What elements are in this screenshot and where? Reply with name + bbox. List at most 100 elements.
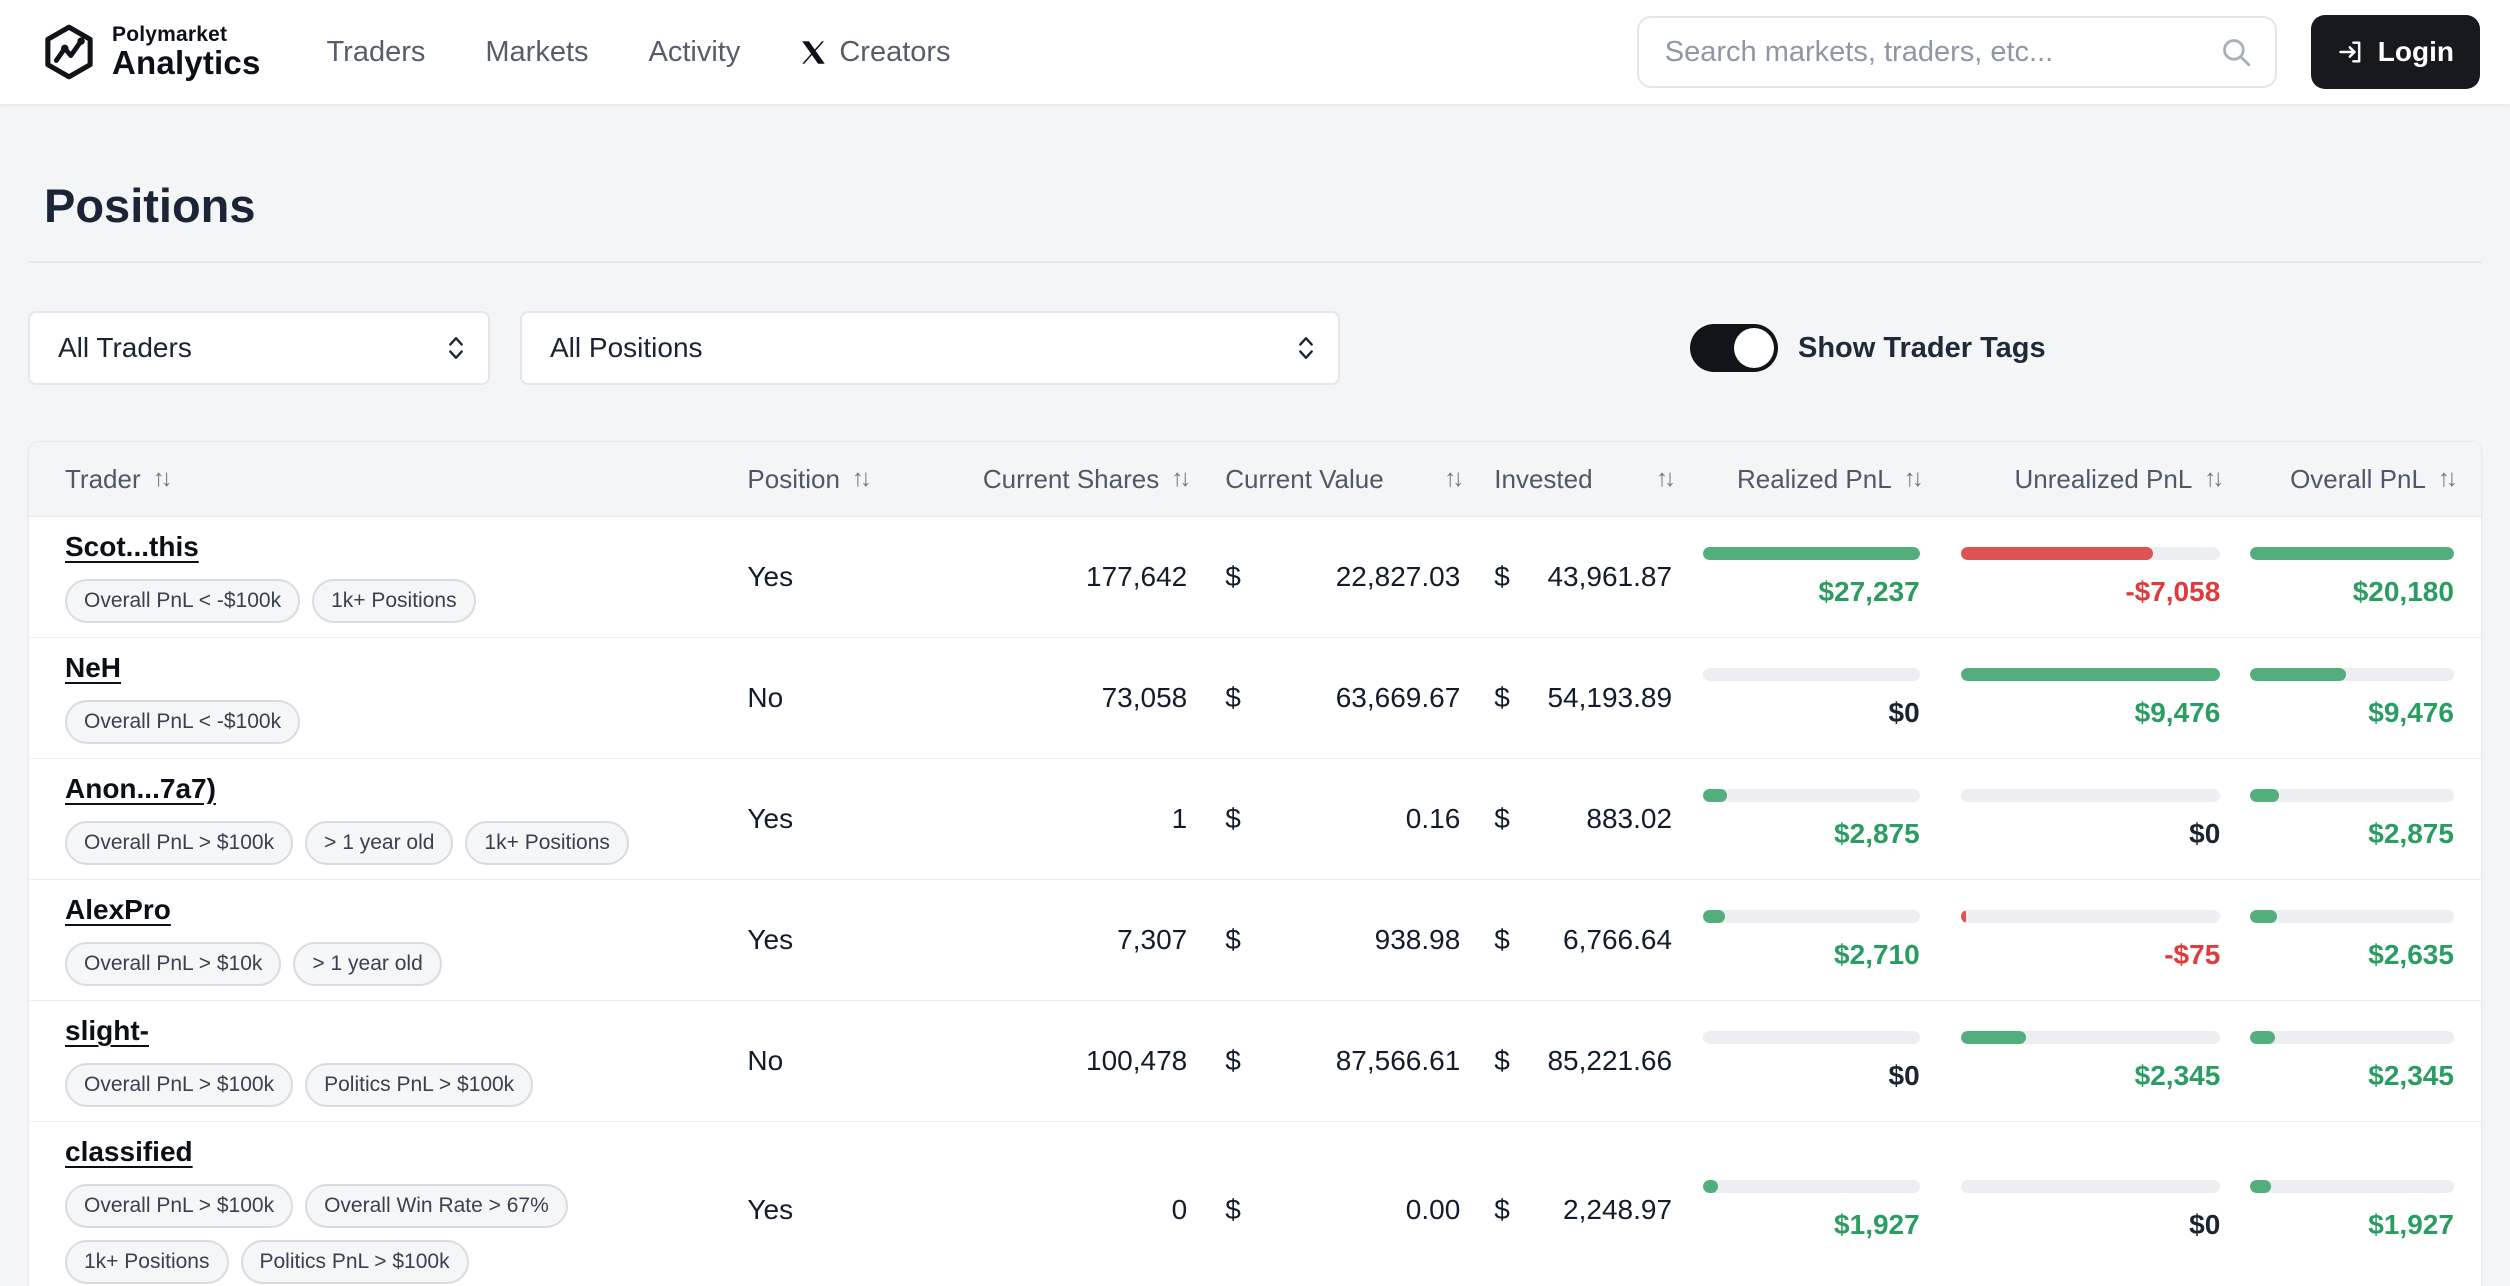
position-cell: No	[747, 682, 784, 713]
brand-text: Polymarket Analytics	[112, 22, 261, 81]
invested-cell: $6,766.64	[1494, 924, 1673, 955]
unrealized-pnl-cell: $0	[1932, 1179, 2234, 1241]
realized-pnl-bar	[1703, 1179, 1920, 1193]
overall-pnl-bar	[2250, 1179, 2454, 1193]
traders-filter-value: All Traders	[58, 332, 192, 363]
trader-tags: Overall PnL < -$100k	[65, 700, 747, 744]
invested-cell: $85,221.66	[1494, 1045, 1673, 1076]
position-cell: Yes	[747, 561, 794, 592]
login-arrow-icon	[2337, 38, 2365, 66]
column-header-current-shares[interactable]: Current Shares ↑↓	[919, 464, 1191, 495]
show-trader-tags-toggle[interactable]	[1690, 324, 1778, 372]
main-nav: Traders Markets Activity Creators	[327, 36, 951, 69]
currency-symbol: $	[1494, 682, 1510, 713]
unrealized-pnl-cell: -$7,058	[1932, 546, 2234, 608]
x-logo-icon	[800, 39, 827, 66]
realized-pnl-cell: $27,237	[1684, 546, 1932, 608]
column-label: Overall PnL	[2290, 463, 2426, 494]
nav-item-traders[interactable]: Traders	[327, 36, 426, 69]
realized-pnl-bar	[1703, 909, 1920, 923]
column-header-unrealized-pnl[interactable]: Unrealized PnL ↑↓	[1932, 464, 2234, 495]
sort-arrows-icon: ↑↓	[2204, 465, 2224, 492]
invested-cell: $43,961.87	[1494, 561, 1673, 592]
currency-symbol: $	[1225, 1045, 1241, 1076]
nav-item-markets[interactable]: Markets	[485, 36, 588, 69]
currency-symbol: $	[1494, 924, 1510, 955]
realized-pnl-cell: $1,927	[1684, 1179, 1932, 1241]
trader-tag: Politics PnL > $100k	[240, 1240, 469, 1284]
column-header-current-value[interactable]: Current Value ↑↓	[1191, 464, 1468, 495]
brand-logo[interactable]: Polymarket Analytics	[40, 23, 261, 81]
position-cell: Yes	[747, 1194, 794, 1225]
trader-cell: AlexPro Overall PnL > $10k > 1 year old	[29, 894, 747, 986]
nav-label-markets: Markets	[485, 35, 589, 68]
current-shares-cell: 73,058	[1101, 682, 1188, 713]
overall-pnl-bar	[2250, 546, 2454, 560]
trader-tag: Politics PnL > $100k	[305, 1063, 534, 1107]
trader-cell: NeH Overall PnL < -$100k	[29, 652, 747, 744]
search-input[interactable]	[1664, 35, 2219, 69]
column-header-overall-pnl[interactable]: Overall PnL ↑↓	[2233, 464, 2481, 495]
polymarket-hexagon-chart-icon	[40, 23, 98, 81]
search-icon[interactable]	[2219, 35, 2253, 69]
table-row: classified Overall PnL > $100k Overall Wi…	[29, 1122, 2481, 1286]
trader-link[interactable]: NeH	[65, 652, 122, 683]
trader-link[interactable]: AlexPro	[65, 894, 171, 925]
column-header-trader[interactable]: Trader ↑↓	[29, 464, 747, 495]
trader-tag: Overall PnL > $100k	[65, 1063, 294, 1107]
current-value-cell: $87,566.61	[1225, 1045, 1461, 1076]
currency-symbol: $	[1225, 561, 1241, 592]
nav-label-activity: Activity	[648, 35, 741, 68]
positions-filter-select[interactable]: All Positions	[520, 311, 1340, 385]
column-label: Current Shares	[982, 463, 1160, 494]
overall-pnl-bar	[2250, 788, 2454, 802]
unrealized-pnl-bar	[1960, 546, 2221, 560]
column-label: Realized PnL	[1737, 463, 1892, 494]
column-header-realized-pnl[interactable]: Realized PnL ↑↓	[1684, 464, 1932, 495]
column-header-invested[interactable]: Invested ↑↓	[1468, 464, 1684, 495]
trader-link[interactable]: slight-	[65, 1015, 149, 1046]
nav-item-creators[interactable]: Creators	[800, 35, 951, 69]
trader-tags: Overall PnL > $100k Politics PnL > $100k	[65, 1063, 747, 1107]
nav-label-creators: Creators	[839, 35, 951, 68]
position-cell: Yes	[747, 924, 794, 955]
trader-link[interactable]: Scot...this	[65, 531, 199, 562]
column-label: Unrealized PnL	[2014, 463, 2193, 494]
currency-symbol: $	[1225, 924, 1241, 955]
currency-symbol: $	[1225, 1194, 1241, 1225]
trader-tag: Overall Win Rate > 67%	[305, 1184, 568, 1228]
overall-pnl-bar	[2250, 667, 2454, 681]
table-row: AlexPro Overall PnL > $10k > 1 year old Y…	[29, 880, 2481, 1001]
trader-tags: Overall PnL > $10k > 1 year old	[65, 942, 747, 986]
trader-tag: Overall PnL > $100k	[65, 1184, 294, 1228]
overall-pnl-bar	[2250, 1030, 2454, 1044]
search-box	[1636, 16, 2277, 88]
traders-filter-select[interactable]: All Traders	[28, 311, 490, 385]
sort-arrows-icon: ↑↓	[1171, 465, 1191, 492]
unrealized-pnl-cell: -$75	[1932, 909, 2234, 971]
unrealized-pnl-bar	[1960, 1179, 2221, 1193]
trader-link[interactable]: classified	[65, 1136, 193, 1167]
table-body: Scot...this Overall PnL < -$100k 1k+ Posi…	[29, 517, 2481, 1286]
trader-tag: Overall PnL > $10k	[65, 942, 282, 986]
login-button[interactable]: Login	[2310, 15, 2480, 89]
trader-tag: > 1 year old	[293, 942, 442, 986]
column-header-position[interactable]: Position ↑↓	[747, 464, 919, 495]
sort-arrows-icon: ↑↓	[1444, 465, 1464, 492]
current-shares-cell: 7,307	[1117, 924, 1188, 955]
top-bar: Polymarket Analytics Traders Markets Act…	[0, 0, 2510, 104]
brand-line-polymarket: Polymarket	[112, 22, 228, 46]
trader-tag: Overall PnL < -$100k	[65, 579, 301, 623]
chevron-up-down-icon	[446, 333, 466, 363]
overall-pnl-bar	[2250, 909, 2454, 923]
trader-link[interactable]: Anon...7a7)	[65, 773, 216, 804]
chevron-up-down-icon	[1296, 333, 1316, 363]
page-title: Positions	[44, 179, 256, 232]
trader-tags: Overall PnL > $100k > 1 year old 1k+ Posit…	[65, 821, 747, 865]
sort-arrows-icon: ↑↓	[851, 465, 872, 492]
sort-arrows-icon: ↑↓	[1656, 465, 1676, 492]
nav-item-activity[interactable]: Activity	[649, 36, 741, 69]
unrealized-pnl-bar	[1960, 788, 2221, 802]
overall-pnl-cell: $20,180	[2233, 546, 2481, 608]
currency-symbol: $	[1494, 1194, 1510, 1225]
